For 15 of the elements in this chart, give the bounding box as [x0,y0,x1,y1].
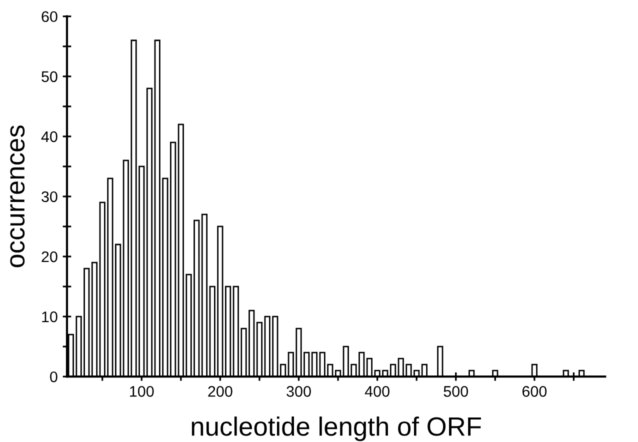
x-tick-label: 200 [208,386,232,397]
y-tick-label: 20 [42,251,58,262]
x-tick-label: 500 [444,386,468,397]
x-tick-label: 400 [364,386,390,397]
y-axis-title: occurrences [10,126,25,268]
y-tick-label: 50 [42,71,58,82]
y-tick-label: 0 [50,371,58,382]
y-tick-label: 60 [42,11,58,22]
x-axis-title: nucleotide length of ORF [192,416,481,442]
x-tick-label: 300 [286,386,311,397]
x-tick-label: 100 [130,386,154,397]
y-tick-label: 30 [42,191,58,202]
y-tick-label: 40 [41,131,58,142]
y-tick-label: 10 [42,311,58,322]
x-tick-label: 600 [522,386,547,397]
